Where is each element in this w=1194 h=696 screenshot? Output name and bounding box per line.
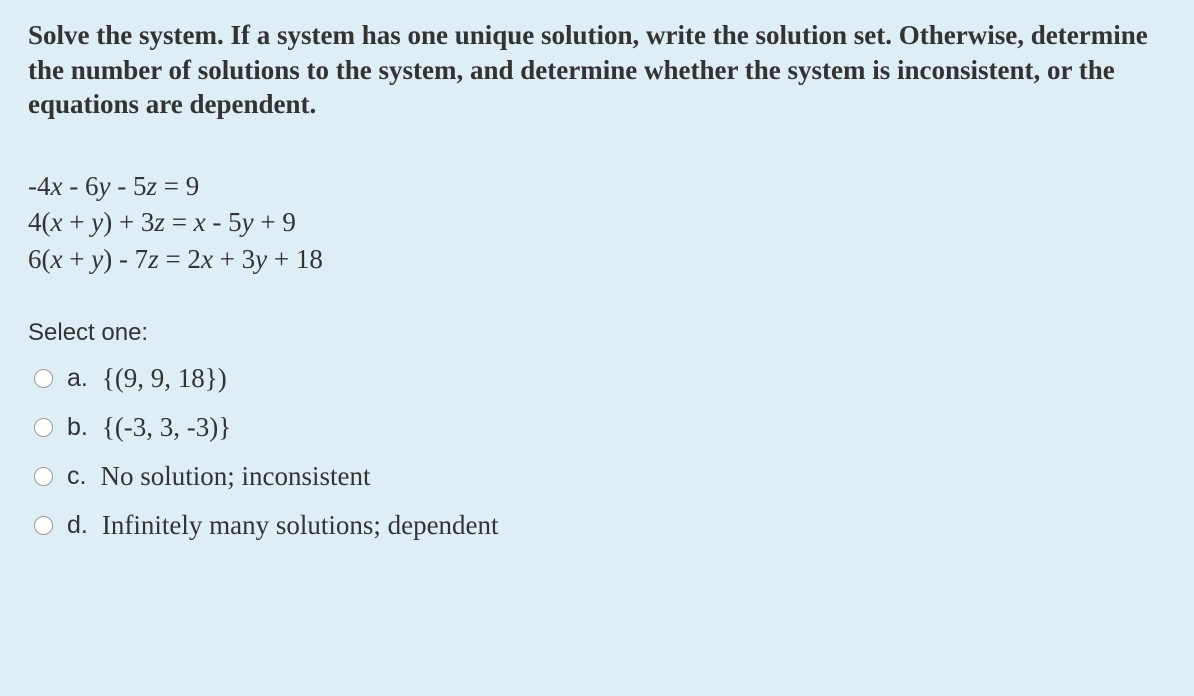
radio-icon[interactable] xyxy=(34,369,53,388)
option-d[interactable]: d. Infinitely many solutions; dependent xyxy=(34,510,1166,541)
select-one-label: Select one: xyxy=(28,319,1166,347)
equation-system: -4x - 6y - 5z = 9 4(x + y) + 3z = x - 5y… xyxy=(28,168,1166,277)
option-letter: c. xyxy=(67,462,86,491)
options-list: a. {(9, 9, 18}) b. {(-3, 3, -3)} c. No s… xyxy=(28,363,1166,541)
option-letter: a. xyxy=(67,364,88,393)
option-text: {(-3, 3, -3)} xyxy=(102,412,231,443)
question-container: Solve the system. If a system has one un… xyxy=(0,0,1194,569)
option-text: {(9, 9, 18}) xyxy=(102,363,227,394)
option-c[interactable]: c. No solution; inconsistent xyxy=(34,461,1166,492)
option-b[interactable]: b. {(-3, 3, -3)} xyxy=(34,412,1166,443)
option-text: Infinitely many solutions; dependent xyxy=(102,510,499,541)
equation-1: -4x - 6y - 5z = 9 xyxy=(28,168,1166,204)
radio-icon[interactable] xyxy=(34,467,53,486)
equation-3: 6(x + y) - 7z = 2x + 3y + 18 xyxy=(28,241,1166,277)
question-instructions: Solve the system. If a system has one un… xyxy=(28,18,1166,122)
option-letter: b. xyxy=(67,413,88,442)
option-text: No solution; inconsistent xyxy=(100,461,370,492)
radio-icon[interactable] xyxy=(34,516,53,535)
radio-icon[interactable] xyxy=(34,418,53,437)
option-a[interactable]: a. {(9, 9, 18}) xyxy=(34,363,1166,394)
equation-2: 4(x + y) + 3z = x - 5y + 9 xyxy=(28,204,1166,240)
option-letter: d. xyxy=(67,511,88,540)
